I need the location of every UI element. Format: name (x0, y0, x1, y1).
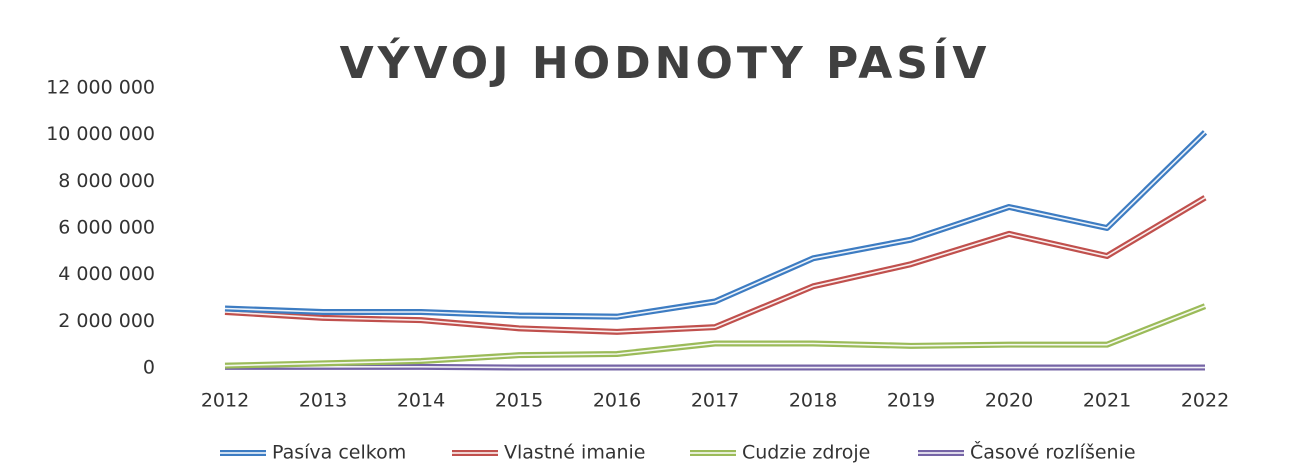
legend-label: Časové rozlíšenie (970, 440, 1136, 464)
series-line-inner (224, 196, 1206, 333)
legend-label: Pasíva celkom (272, 442, 406, 464)
series-line-inner (224, 305, 1206, 367)
legend-label: Cudzie zdroje (742, 442, 870, 464)
y-tick-label: 8 000 000 (58, 170, 155, 192)
x-tick-label: 2018 (789, 390, 837, 412)
x-tick-label: 2021 (1083, 390, 1131, 412)
x-tick-label: 2012 (201, 390, 249, 412)
x-tick-label: 2020 (985, 390, 1033, 412)
chart-title: VÝVOJ HODNOTY PASÍV (340, 36, 991, 89)
y-tick-label: 4 000 000 (58, 263, 155, 285)
x-tick-label: 2015 (495, 390, 543, 412)
x-tick-label: 2014 (397, 390, 445, 412)
y-tick-label: 6 000 000 (58, 217, 155, 239)
y-tick-label: 12 000 000 (46, 77, 155, 99)
x-tick-label: 2016 (593, 390, 641, 412)
x-tick-label: 2017 (691, 390, 739, 412)
series-line-inner (224, 131, 1206, 318)
x-tick-label: 2022 (1181, 390, 1229, 412)
x-tick-label: 2019 (887, 390, 935, 412)
series-line (224, 303, 1207, 369)
series-line (224, 130, 1208, 320)
y-tick-label: 2 000 000 (58, 310, 155, 332)
y-tick-label: 10 000 000 (46, 123, 155, 145)
x-tick-label: 2013 (299, 390, 347, 412)
legend-label: Vlastné imanie (504, 442, 645, 464)
series-line-inner (225, 366, 1205, 369)
y-tick-label: 0 (143, 357, 155, 379)
